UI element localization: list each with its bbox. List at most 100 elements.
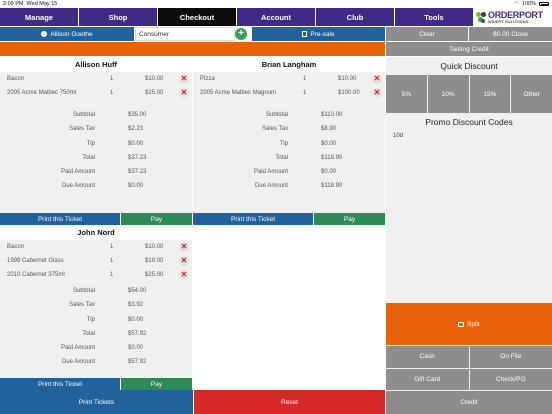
print-tickets-button[interactable]: Print Tickets [0, 390, 193, 414]
item-name: 2005 Acme Malbec 750ml [7, 90, 77, 96]
summary-row: Due Amount $57.92 [0, 355, 192, 369]
summary-row: Tip $0.00 [193, 137, 385, 151]
summary-row: Sales Tax $3.92 [0, 298, 192, 312]
ticket-header-bar [0, 42, 385, 56]
item-qty: 1 [303, 76, 307, 82]
print-ticket-button[interactable]: Print this Ticket [0, 378, 120, 390]
summary-value: $118.90 [321, 183, 343, 190]
discount-10-button[interactable]: 10% [427, 75, 469, 113]
summary-label: Sales Tax [69, 126, 95, 133]
nav-tab-manage[interactable]: Manage [0, 8, 78, 26]
reset-button[interactable]: Reset [194, 390, 385, 414]
item-name: Pizza [200, 76, 215, 82]
clear-button[interactable]: Clear [386, 27, 468, 41]
presale-button[interactable]: Pre-sale [252, 27, 385, 41]
summary-value: $0.00 [128, 140, 144, 147]
remove-item-icon[interactable]: ✕ [179, 256, 189, 266]
summary-label: Paid Amount [60, 345, 95, 352]
summary-row: Subtotal $54.00 [0, 284, 192, 298]
summary-value: $0.00 [128, 345, 144, 352]
gift-card-button[interactable]: Gift Card [386, 368, 469, 390]
ticket-customer-name: John Nord [77, 228, 115, 237]
summary-label: Tip [86, 316, 95, 323]
item-name: Bacon [7, 76, 25, 82]
print-ticket-button[interactable]: Print this Ticket [0, 213, 120, 225]
summary-row: Total $37.23 [0, 151, 192, 165]
customer-button[interactable]: Allison Goethe [0, 27, 134, 41]
item-qty: 1 [110, 244, 114, 250]
item-qty: 1 [110, 258, 114, 264]
summary-row: Tip $0.00 [0, 137, 192, 151]
summary-value: $54.00 [128, 288, 147, 294]
summary-row: Paid Amount $37.23 [0, 165, 192, 179]
quick-discount-title: Quick Discount [440, 61, 498, 71]
person-icon [41, 31, 48, 37]
summary-label: Sales Tax [69, 302, 95, 309]
payment-methods: Cash On File Gift Card Check/PO [386, 346, 552, 390]
grape-logo-icon [476, 11, 486, 24]
cash-button[interactable]: Cash [386, 346, 469, 368]
summary-value: $0.00 [128, 316, 144, 323]
discount-other-button[interactable]: Other [511, 75, 552, 113]
remove-item-icon[interactable]: ✕ [372, 74, 382, 84]
item-qty: 1 [110, 76, 114, 82]
summary-row: Paid Amount $0.00 [193, 165, 385, 179]
summary-label: Due Amount [61, 183, 95, 190]
pay-button[interactable]: Pay [120, 213, 192, 225]
summary-value: $3.92 [128, 302, 144, 309]
ticket-line-item: Bacon 1 $10.00 ✕ [0, 72, 192, 86]
summary-row: Subtotal $35.00 [0, 108, 192, 122]
discount-15-button[interactable]: 15% [469, 75, 511, 113]
discount-5-button[interactable]: 5% [386, 75, 427, 113]
remove-item-icon[interactable]: ✕ [179, 242, 189, 252]
summary-row: Due Amount $118.90 [193, 179, 385, 193]
nav-tab-club[interactable]: Club [316, 8, 394, 26]
ticket-body: Pizza 1 $10.00 ✕ 2005 Acme Malbec Magnum… [193, 72, 385, 213]
item-qty: 1 [110, 272, 114, 278]
split-button[interactable]: Split [386, 303, 552, 345]
summary-label: Subtotal [265, 112, 288, 118]
remove-item-icon[interactable]: ✕ [179, 270, 189, 280]
summary-label: Due Amount [254, 183, 288, 190]
ticket-body: Bacon 1 $10.00 ✕ 2005 Acme Malbec 750ml … [0, 72, 192, 213]
credit-button[interactable]: Credit [386, 391, 552, 414]
print-ticket-button[interactable]: Print this Ticket [193, 213, 313, 225]
nav-tab-tools[interactable]: Tools [395, 8, 473, 26]
item-price: $10.00 [145, 244, 164, 250]
summary-value: $8.90 [321, 126, 337, 133]
split-icon [458, 321, 465, 327]
summary-row: Sales Tax $2.23 [0, 122, 192, 136]
wifi-icon: ◠ [514, 1, 519, 7]
remove-item-icon[interactable]: ✕ [372, 88, 382, 98]
item-name: 2010 Cabernet 375ml [7, 272, 65, 278]
add-customer-plus-icon[interactable]: + [235, 28, 247, 40]
summary-value: $37.23 [128, 154, 147, 161]
on-file-button[interactable]: On File [469, 346, 552, 368]
remove-item-icon[interactable]: ✕ [179, 74, 189, 84]
item-price: $100.00 [338, 90, 360, 96]
pay-button[interactable]: Pay [120, 378, 192, 390]
summary-label: Tip [279, 140, 288, 147]
close-button[interactable]: $0.00 Close [469, 27, 552, 41]
ticket-card: Allison Huff Bacon 1 $10.00 ✕ 2005 Acme … [0, 57, 192, 225]
summary-value: $2.23 [128, 126, 144, 133]
payment-panel: Quick Discount 5% 10% 15% Other Promo Di… [386, 57, 552, 414]
summary-label: Subtotal [72, 288, 95, 294]
nav-tab-account[interactable]: Account [237, 8, 315, 26]
tasting-credit-button[interactable]: Tasting Credit [386, 42, 552, 56]
ticket-line-item: 2005 Acme Malbec 750ml 1 $25.00 ✕ [0, 86, 192, 100]
summary-value: $37.23 [128, 169, 147, 176]
ticket-line-item: 2005 Acme Malbec Magnum 1 $100.00 ✕ [193, 86, 385, 100]
summary-value: $35.00 [128, 112, 147, 118]
summary-label: Paid Amount [253, 169, 288, 176]
summary-label: Subtotal [72, 112, 95, 118]
check-po-button[interactable]: Check/PO [469, 368, 552, 390]
summary-label: Tip [86, 140, 95, 147]
promo-code-item[interactable]: 10d [393, 133, 404, 139]
nav-tab-shop[interactable]: Shop [79, 8, 157, 26]
customer-type-field[interactable]: Consumer [135, 27, 235, 41]
pay-button[interactable]: Pay [313, 213, 385, 225]
remove-item-icon[interactable]: ✕ [179, 88, 189, 98]
item-name: 1999 Cabernet Glass [7, 258, 64, 264]
nav-tab-checkout[interactable]: Checkout [158, 8, 236, 26]
